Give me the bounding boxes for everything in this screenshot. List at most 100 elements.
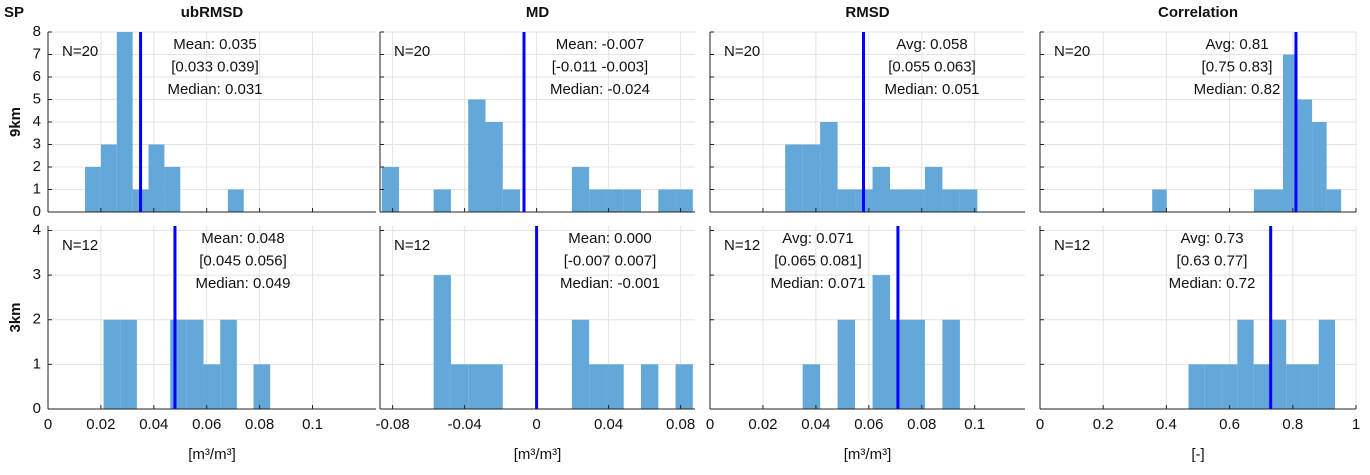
- n-label: N=12: [1054, 237, 1090, 254]
- bar: [433, 275, 451, 409]
- bar: [148, 144, 165, 212]
- bar: [802, 364, 821, 409]
- bar: [907, 319, 925, 409]
- x-axis-label: [m³/m³]: [514, 446, 561, 463]
- bar: [1152, 189, 1167, 212]
- x-tick-label: 0.04: [594, 416, 623, 433]
- bar: [675, 364, 693, 409]
- n-label: N=20: [394, 43, 430, 60]
- bar: [589, 364, 607, 409]
- annotation: [0.045 0.056]: [199, 252, 287, 269]
- x-tick-label: 0.1: [964, 416, 985, 433]
- annotation: Avg: 0.058: [896, 36, 967, 53]
- bar: [1297, 99, 1313, 212]
- x-tick-label: 0.6: [1219, 416, 1240, 433]
- bar: [164, 167, 181, 212]
- x-tick-label: 0: [532, 416, 540, 433]
- bar: [468, 364, 486, 409]
- bar: [658, 189, 676, 212]
- y-tick-label: 0: [33, 203, 41, 220]
- panel-title: RMSD: [845, 4, 889, 21]
- bar: [227, 189, 244, 212]
- bar: [1318, 319, 1335, 409]
- x-tick-label: 0: [44, 416, 52, 433]
- annotation: [-0.007 0.007]: [564, 252, 657, 269]
- x-axis-label: [m³/m³]: [844, 446, 891, 463]
- n-label: N=20: [724, 43, 760, 60]
- x-tick-label: -0.08: [375, 416, 409, 433]
- x-tick-label: -0.04: [447, 416, 481, 433]
- bar: [872, 167, 890, 212]
- bar: [100, 144, 117, 212]
- bar: [802, 144, 821, 212]
- bar: [820, 122, 838, 212]
- y-tick-label: 4: [33, 221, 41, 238]
- annotation: [0.63 0.77]: [1177, 252, 1248, 269]
- bar: [837, 189, 856, 212]
- bar: [1204, 364, 1222, 409]
- x-tick-label: 1: [1352, 416, 1360, 433]
- n-label: N=20: [1054, 43, 1090, 60]
- bar: [120, 319, 137, 409]
- x-tick-label: 0.08: [245, 416, 274, 433]
- bar: [1286, 364, 1303, 409]
- x-tick-label: 0: [1036, 416, 1044, 433]
- bar: [641, 364, 659, 409]
- annotation: Median: 0.051: [884, 81, 979, 98]
- bar: [1312, 122, 1327, 212]
- x-axis-label: [m³/m³]: [188, 446, 235, 463]
- y-tick-label: 1: [33, 180, 41, 197]
- y-tick-label: 8: [33, 23, 41, 40]
- bar: [606, 364, 624, 409]
- bar: [907, 189, 925, 212]
- annotation: Avg: 0.81: [1205, 36, 1268, 53]
- bar: [85, 167, 101, 212]
- annotation: Median: 0.071: [770, 275, 865, 292]
- bar: [1253, 364, 1270, 409]
- bar: [571, 167, 590, 212]
- x-tick-label: 0.1: [302, 416, 323, 433]
- y-tick-label: 0: [33, 400, 41, 417]
- bar: [837, 319, 856, 409]
- y-tick-label: 6: [33, 68, 41, 85]
- bar: [942, 319, 960, 409]
- bar: [924, 167, 943, 212]
- corner-label: SP: [4, 4, 24, 21]
- bar: [485, 122, 503, 212]
- x-tick-label: 0.02: [86, 416, 115, 433]
- bar: [1326, 189, 1342, 212]
- y-tick-label: 4: [33, 113, 41, 130]
- annotation: Median: 0.82: [1194, 81, 1281, 98]
- annotation: [-0.011 -0.003]: [552, 58, 648, 75]
- x-tick-label: 0.04: [801, 416, 830, 433]
- bar: [1268, 189, 1284, 212]
- bar: [623, 189, 641, 212]
- n-label: N=12: [724, 237, 760, 254]
- bar: [253, 364, 271, 409]
- x-tick-label: 0.08: [666, 416, 695, 433]
- n-label: N=12: [62, 237, 98, 254]
- annotation: [0.033 0.039]: [171, 58, 259, 75]
- bar: [675, 189, 693, 212]
- annotation: Mean: 0.000: [568, 230, 651, 247]
- bar: [220, 319, 237, 409]
- y-tick-label: 3: [33, 135, 41, 152]
- bar: [170, 319, 187, 409]
- x-tick-label: 0.4: [1156, 416, 1177, 433]
- y-tick-label: 2: [33, 311, 41, 328]
- annotation: [0.065 0.081]: [774, 252, 862, 269]
- bar: [203, 364, 221, 409]
- x-tick-label: 0.04: [139, 416, 168, 433]
- annotation: Mean: -0.007: [556, 36, 644, 53]
- bar: [890, 189, 908, 212]
- panel-title: Correlation: [1158, 4, 1238, 21]
- y-tick-label: 5: [33, 90, 41, 107]
- bar: [116, 32, 133, 212]
- bar: [872, 275, 890, 409]
- x-tick-label: 0.08: [907, 416, 936, 433]
- bar: [1253, 189, 1269, 212]
- x-tick-label: 0: [706, 416, 714, 433]
- bar: [1237, 319, 1254, 409]
- annotation: Median: -0.024: [550, 81, 650, 98]
